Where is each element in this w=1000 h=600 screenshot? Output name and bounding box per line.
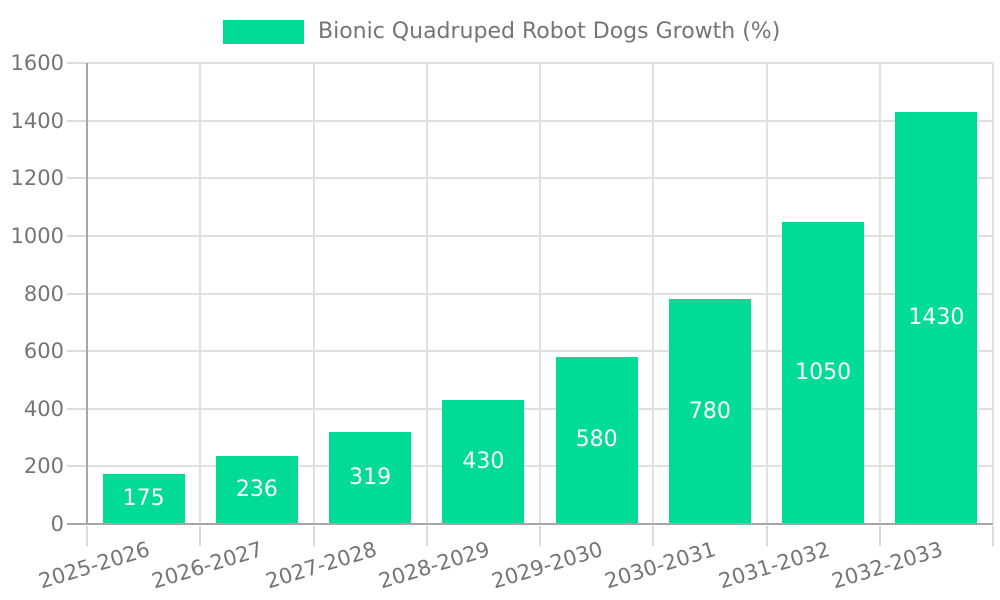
y-tick-mark bbox=[67, 292, 87, 295]
bar bbox=[102, 473, 185, 524]
x-axis-line bbox=[67, 523, 993, 525]
bar bbox=[442, 400, 525, 524]
bar bbox=[215, 456, 298, 524]
bar bbox=[555, 356, 638, 524]
v-gridline bbox=[765, 63, 768, 524]
y-tick-label: 1600 bbox=[10, 51, 64, 75]
bar-value-label: 1430 bbox=[908, 305, 965, 330]
y-tick-label: 800 bbox=[23, 281, 64, 306]
x-tick-label: 2026-2027 bbox=[149, 537, 266, 594]
v-gridline bbox=[539, 63, 541, 524]
x-tick-mark bbox=[199, 526, 202, 546]
x-tick-label: 2027-2028 bbox=[262, 537, 380, 594]
bar-value-label: 780 bbox=[688, 398, 731, 424]
bar-value-label: 319 bbox=[349, 465, 392, 490]
bar bbox=[782, 221, 865, 524]
bar-value-label: 236 bbox=[235, 477, 278, 502]
y-axis-line bbox=[86, 63, 88, 525]
bar-value-label: 430 bbox=[462, 449, 505, 475]
x-tick-mark bbox=[878, 526, 881, 546]
bar bbox=[329, 432, 412, 524]
v-gridline bbox=[878, 63, 881, 524]
x-tick-label: 2028-2029 bbox=[375, 537, 493, 594]
y-tick-mark bbox=[67, 234, 87, 237]
bar-value-label: 175 bbox=[122, 485, 165, 511]
x-tick-mark bbox=[539, 526, 541, 546]
v-gridline bbox=[992, 63, 994, 524]
y-tick-label: 1000 bbox=[10, 223, 64, 248]
x-tick-mark bbox=[312, 526, 315, 546]
v-gridline bbox=[425, 63, 428, 524]
x-tick-label: 2030-2031 bbox=[602, 537, 719, 594]
legend-swatch-icon bbox=[223, 19, 304, 44]
x-tick-mark bbox=[652, 526, 655, 546]
y-tick-mark bbox=[67, 350, 87, 353]
bar bbox=[895, 112, 978, 524]
x-tick-label: 2031-2032 bbox=[715, 537, 833, 594]
x-tick-mark bbox=[992, 526, 994, 546]
y-tick-label: 600 bbox=[23, 339, 64, 364]
x-tick-mark bbox=[765, 526, 768, 546]
y-tick-label: 1200 bbox=[10, 166, 64, 191]
y-tick-label: 0 bbox=[50, 512, 64, 536]
y-tick-label: 400 bbox=[23, 396, 64, 421]
x-tick-mark bbox=[86, 526, 88, 546]
y-tick-mark bbox=[67, 62, 87, 64]
y-tick-mark bbox=[67, 177, 87, 180]
chart-legend[interactable]: Bionic Quadruped Robot Dogs Growth (%) bbox=[223, 19, 780, 44]
bar-value-label: 1050 bbox=[795, 359, 852, 385]
x-tick-mark bbox=[425, 526, 428, 546]
bar bbox=[668, 299, 751, 524]
y-tick-label: 200 bbox=[23, 454, 64, 479]
v-gridline bbox=[652, 63, 655, 524]
x-tick-label: 2025-2026 bbox=[36, 537, 153, 594]
v-gridline bbox=[312, 63, 315, 524]
y-tick-mark bbox=[67, 407, 87, 410]
x-tick-label: 2032-2033 bbox=[828, 537, 946, 594]
y-tick-mark bbox=[67, 119, 87, 122]
y-tick-label: 1400 bbox=[10, 108, 64, 133]
v-gridline bbox=[199, 63, 202, 524]
bar-value-label: 580 bbox=[575, 427, 618, 453]
y-tick-mark bbox=[67, 465, 87, 468]
x-tick-label: 2029-2030 bbox=[489, 537, 606, 594]
legend-label: Bionic Quadruped Robot Dogs Growth (%) bbox=[318, 19, 781, 44]
